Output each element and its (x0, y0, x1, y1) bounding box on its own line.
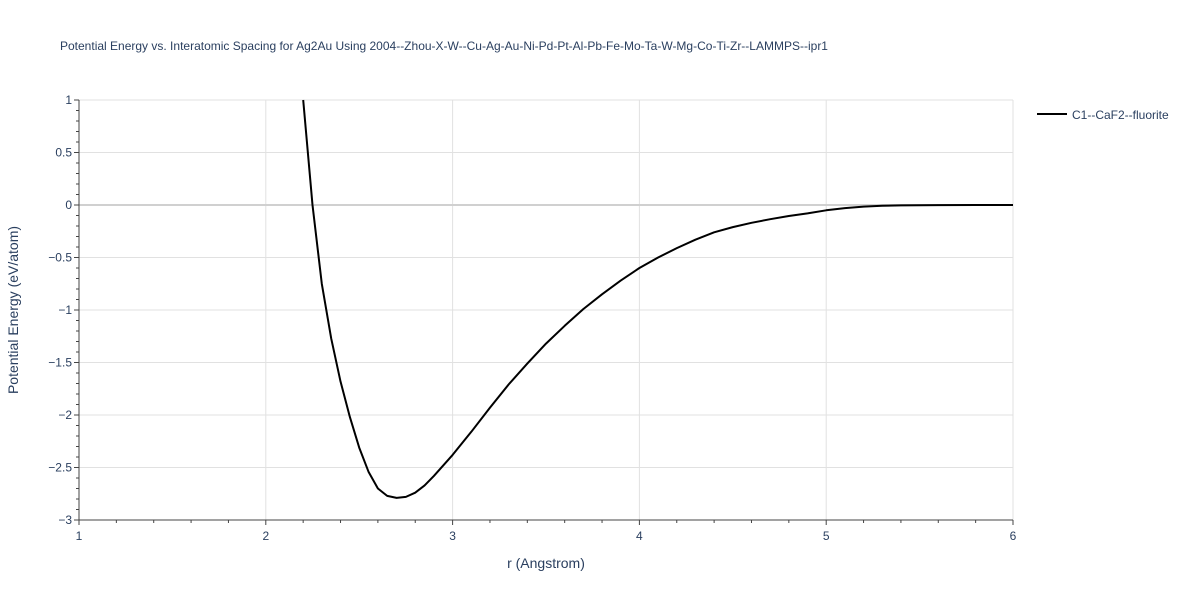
x-tick-label: 2 (262, 529, 269, 543)
y-tick-label: 0 (65, 198, 72, 212)
y-tick-label: −2.5 (48, 461, 72, 475)
y-tick-label: 1 (65, 93, 72, 107)
plot-area (302, 99, 1013, 499)
y-tick-label: −0.5 (48, 251, 72, 265)
y-tick-label: −1.5 (48, 356, 72, 370)
grid (79, 99, 1014, 520)
x-axis-title: r (Angstrom) (507, 555, 585, 571)
y-tick-label: 0.5 (55, 146, 72, 160)
legend-label: C1--CaF2--fluorite (1072, 108, 1169, 122)
x-tick-label: 1 (76, 529, 83, 543)
x-tick-label: 4 (636, 529, 643, 543)
y-tick-label: −2 (58, 408, 72, 422)
axes: 1 2 3 4 5 6 1 0.5 0 −0.5 −1 −1.5 −2 −2.5 −3 (48, 93, 1016, 543)
series-line (302, 99, 1013, 499)
chart-title: Potential Energy vs. Interatomic Spacing… (60, 39, 828, 53)
x-tick-label: 6 (1010, 529, 1017, 543)
legend[interactable]: C1--CaF2--fluorite (1037, 108, 1169, 122)
y-tick-label: −3 (58, 513, 72, 527)
x-tick-label: 5 (823, 529, 830, 543)
y-axis-title: Potential Energy (eV/atom) (5, 226, 21, 394)
y-tick-label: −1 (58, 303, 72, 317)
x-tick-label: 3 (449, 529, 456, 543)
